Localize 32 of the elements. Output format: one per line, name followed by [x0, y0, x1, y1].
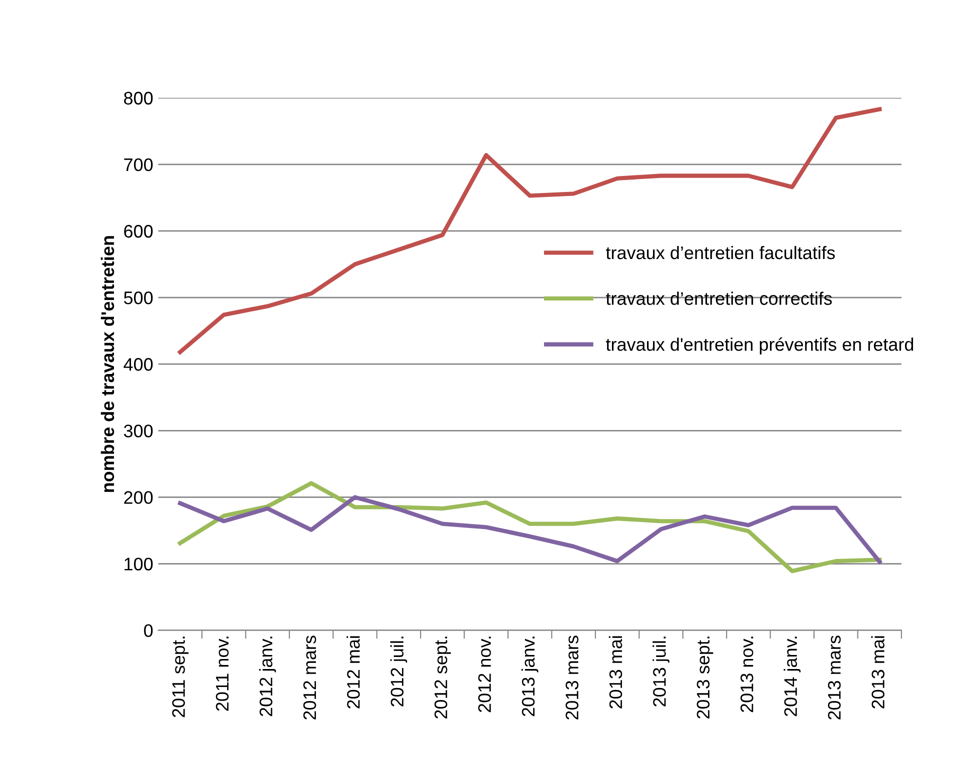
x-tick-label: 2012 janv.: [259, 636, 276, 716]
x-tick-label: 2013 mars: [566, 636, 578, 720]
legend-label: travaux d’entretien correctifs: [606, 292, 832, 305]
legend-label: travaux d’entretien facultatifs: [606, 246, 835, 260]
x-tick-label: 2011 sept.: [172, 636, 189, 718]
x-tick-label: 2013 nov.: [740, 636, 754, 712]
line-series: [178, 481, 882, 574]
x-tick-label: 2012 mai: [346, 636, 360, 708]
legend-label: travaux d'entretien préventifs en retard: [606, 337, 914, 354]
x-tick-label: 2013 mai: [608, 636, 622, 708]
y-tick-label: 400: [124, 358, 153, 371]
x-tick-label: 2013 mars: [828, 636, 841, 720]
x-tick-label: 2012 sept.: [434, 636, 451, 718]
x-tick-label: 2013 mai: [871, 636, 884, 708]
x-tick-label: 2012 mars: [303, 636, 316, 720]
y-tick-label: 500: [124, 291, 153, 304]
y-axis-title: nombre de travaux d'entretien: [100, 236, 114, 492]
y-tick-label: 700: [124, 158, 153, 172]
y-tick-label: 100: [124, 558, 153, 570]
x-tick-label: 2013 sept.: [696, 636, 714, 718]
x-tick-label: 2012 nov.: [478, 636, 491, 712]
y-tick-label: 600: [124, 224, 153, 238]
y-tick-label: 800: [124, 92, 153, 105]
y-tick-label: 300: [124, 424, 153, 438]
x-tick-label: 2012 juil.: [390, 636, 408, 706]
x-tick-label: 2014 janv.: [784, 636, 801, 716]
x-tick-label: 2013 janv.: [521, 636, 538, 716]
x-tick-label: 2011 nov.: [216, 636, 229, 711]
y-tick-label: 200: [124, 491, 153, 504]
line-series: [178, 495, 882, 564]
y-tick-label: 0: [144, 624, 153, 638]
x-tick-label: 2013 juil.: [652, 636, 670, 706]
